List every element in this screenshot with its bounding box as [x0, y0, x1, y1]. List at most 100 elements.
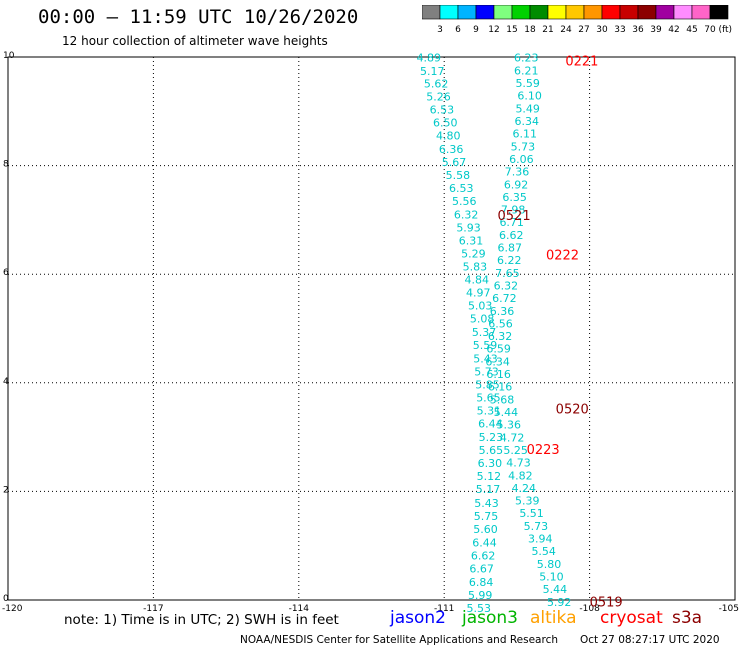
- colorbar-label: 24: [560, 25, 572, 35]
- y-tick-label: 6: [3, 268, 9, 278]
- swh-value-point: 5.67: [442, 156, 467, 169]
- legend-jason2: jason2: [390, 608, 446, 628]
- x-tick-label: -117: [143, 604, 163, 614]
- swh-value-point: 6.10: [517, 90, 542, 103]
- pass-time-label: 0521: [498, 209, 531, 224]
- swh-value-point: 5.99: [468, 589, 493, 602]
- y-tick-label: 4: [3, 377, 9, 387]
- swh-value-point: 6.62: [499, 229, 524, 242]
- swh-value-point: 5.12: [477, 470, 502, 483]
- swh-value-point: 6.72: [492, 292, 517, 305]
- swh-value-point: 5.59: [515, 77, 540, 90]
- swh-value-point: 6.67: [469, 563, 494, 576]
- swh-value-point: 6.32: [494, 280, 519, 293]
- swh-value-point: 5.65: [476, 391, 501, 404]
- y-tick-label: 8: [3, 160, 9, 170]
- colorbar-label: 3: [437, 25, 443, 35]
- footer-note: note: 1) Time is in UTC; 2) SWH is in fe…: [64, 612, 339, 628]
- x-tick-label: -111: [434, 604, 454, 614]
- swh-value-point: 4.72: [500, 432, 524, 445]
- swh-value-point: 6.59: [486, 343, 511, 356]
- swh-value-point: 6.34: [514, 115, 539, 128]
- swh-value-point: 5.59: [473, 339, 498, 352]
- swh-value-point: 4.89: [417, 52, 442, 65]
- swh-value-point: 5.03: [468, 300, 493, 313]
- swh-value-point: 5.75: [474, 510, 499, 523]
- swh-value-point: 5.68: [490, 394, 515, 407]
- swh-value-point: 6.44: [478, 418, 503, 431]
- swh-value-point: 5.49: [515, 103, 540, 116]
- plot-frame: [7, 56, 736, 601]
- colorbar-label: 9: [473, 25, 479, 35]
- swh-value-point: 6.35: [502, 191, 527, 204]
- swh-value-point: 5.17: [420, 65, 445, 78]
- swh-value-point: 4.80: [436, 130, 461, 143]
- swh-value-point: 5.62: [424, 78, 449, 91]
- legend-altika: altika: [530, 608, 577, 628]
- colorbar-label: 36: [632, 25, 644, 35]
- swh-value-point: 5.43: [473, 352, 498, 365]
- swh-value-point: 5.39: [515, 495, 540, 508]
- colorbar-label: 18: [524, 25, 536, 35]
- x-tick-label: -120: [2, 604, 23, 614]
- swh-value-point: 6.31: [459, 235, 484, 248]
- y-tick-label: 2: [3, 485, 9, 495]
- swh-value-point: 3.94: [528, 533, 553, 546]
- swh-value-point: 6.22: [497, 254, 522, 267]
- swh-value-point: 5.36: [497, 419, 522, 432]
- swh-value-point: 6.16: [486, 368, 511, 381]
- pass-time-label: 0519: [590, 596, 623, 611]
- swh-value-point: 4.84: [465, 274, 490, 287]
- swh-value-point: 5.53: [466, 602, 491, 615]
- swh-value-point: 5.93: [456, 222, 481, 235]
- chart-title: 00:00 – 11:59 UTC 10/26/2020: [38, 6, 359, 28]
- colorbar-label: 70: [704, 25, 716, 35]
- swh-value-point: 6.92: [504, 179, 528, 192]
- swh-value-point: 6.44: [472, 536, 497, 549]
- swh-value-point: 6.06: [509, 153, 534, 166]
- swh-value-point: 5.26: [426, 91, 451, 104]
- swh-value-point: 6.36: [439, 143, 464, 156]
- swh-value-point: 5.44: [494, 406, 519, 419]
- swh-value-point: 5.31: [477, 404, 502, 417]
- legend-s3a: s3a: [672, 608, 703, 628]
- swh-value-point: 6.23: [514, 52, 539, 65]
- swh-value-point: 5.51: [519, 507, 544, 520]
- swh-value-point: 5.80: [537, 558, 562, 571]
- pass-time-label: 0221: [565, 54, 598, 69]
- color-scale-legend: 3 6 9 12 15 18 21 24 27 30 33 36 39 42 45 70 (ft): [422, 5, 732, 35]
- y-tick-label: 0: [3, 594, 9, 604]
- swh-value-point: 5.10: [539, 571, 564, 584]
- swh-value-point: 6.62: [471, 549, 496, 562]
- swh-value-point: 6.84: [469, 576, 494, 589]
- swh-value-point: 5.65: [479, 444, 504, 457]
- legend-jason3: jason3: [462, 608, 518, 628]
- colorbar-label: 30: [596, 25, 608, 35]
- colorbar-label: 42: [668, 25, 679, 35]
- swh-value-point: 5.44: [543, 583, 568, 596]
- pass-time-label: 0520: [556, 402, 589, 417]
- swh-value-point: 5.23: [479, 431, 504, 444]
- swh-value-point: 6.32: [488, 330, 513, 343]
- swh-value-point: 5.29: [461, 248, 486, 261]
- swh-value-point: 5.73: [474, 365, 499, 378]
- swh-value-point: 6.11: [513, 128, 538, 141]
- legend-cryosat: cryosat: [600, 608, 663, 628]
- swh-value-point: 5.60: [473, 523, 498, 536]
- chart-subtitle: 12 hour collection of altimeter wave hei…: [62, 34, 328, 48]
- swh-value-point: 6.53: [449, 182, 474, 195]
- swh-value-point: 6.87: [498, 242, 522, 255]
- swh-value-point: 5.56: [452, 195, 477, 208]
- swh-value-point: 5.73: [511, 141, 536, 154]
- colorbar-label: 12: [488, 25, 499, 35]
- swh-value-point: 6.50: [433, 117, 458, 130]
- swh-value-point: 5.73: [524, 520, 549, 533]
- colorbar-label: 15: [506, 25, 517, 35]
- colorbar-label: 27: [578, 25, 589, 35]
- colorbar-label: 39: [650, 25, 662, 35]
- swh-value-point: 6.56: [488, 318, 513, 331]
- credit-text: NOAA/NESDIS Center for Satellite Applica…: [240, 634, 558, 646]
- colorbar-label: 33: [614, 25, 625, 35]
- pass-time-label: 0222: [546, 249, 579, 264]
- swh-value-point: 6.30: [478, 457, 503, 470]
